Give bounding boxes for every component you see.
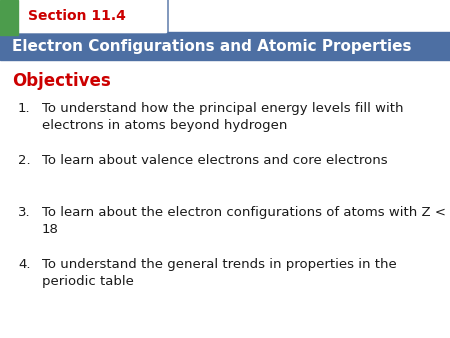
Text: To learn about the electron configurations of atoms with Z <
18: To learn about the electron configuratio… xyxy=(42,206,446,236)
Text: Objectives: Objectives xyxy=(12,72,111,90)
FancyBboxPatch shape xyxy=(16,0,168,34)
Bar xyxy=(0,0,18,35)
Text: 4.: 4. xyxy=(18,258,31,271)
Text: To learn about valence electrons and core electrons: To learn about valence electrons and cor… xyxy=(42,154,387,167)
Text: Electron Configurations and Atomic Properties: Electron Configurations and Atomic Prope… xyxy=(12,39,411,53)
Text: To understand the general trends in properties in the
periodic table: To understand the general trends in prop… xyxy=(42,258,397,288)
Bar xyxy=(0,32,450,60)
Text: 3.: 3. xyxy=(18,206,31,219)
Text: To understand how the principal energy levels fill with
electrons in atoms beyon: To understand how the principal energy l… xyxy=(42,102,404,132)
Text: Section 11.4: Section 11.4 xyxy=(28,9,126,23)
Text: 2.: 2. xyxy=(18,154,31,167)
Text: 1.: 1. xyxy=(18,102,31,115)
